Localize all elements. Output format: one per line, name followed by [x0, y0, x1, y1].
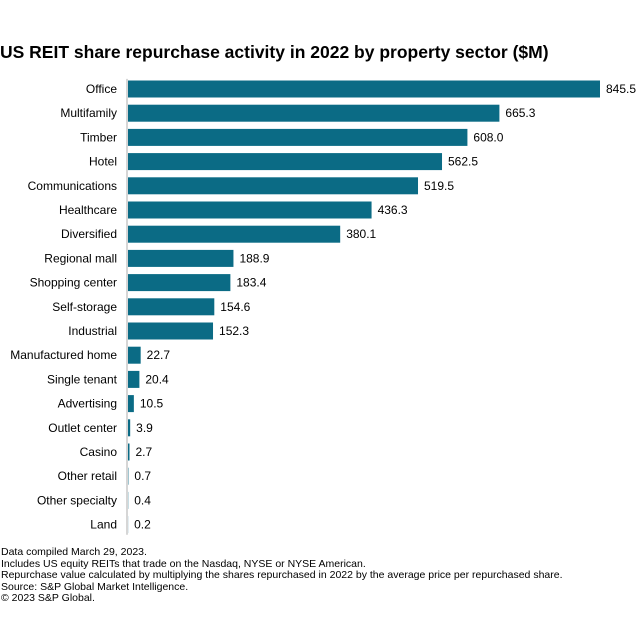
bar-regional-mall [128, 249, 234, 267]
value-label-office: 845.5 [606, 82, 636, 96]
category-label-communications: Communications [28, 179, 117, 193]
bar-manufactured-home [128, 346, 141, 364]
value-label-land: 0.2 [134, 518, 151, 532]
category-label-shopping-center: Shopping center [30, 276, 117, 290]
footnotes: Data compiled March 29, 2023. Includes U… [1, 546, 563, 605]
footnote-source: Source: S&P Global Market Intelligence. [1, 580, 189, 593]
value-label-diversified: 380.1 [346, 227, 376, 241]
value-label-outlet-center: 3.9 [136, 421, 153, 435]
category-label-healthcare: Healthcare [59, 203, 117, 217]
category-label-outlet-center: Outlet center [48, 421, 117, 435]
value-label-communications: 519.5 [424, 179, 454, 193]
bar-communications [128, 177, 419, 195]
footnote-scope: Includes US equity REITs that trade on t… [1, 557, 366, 570]
bar-outlet-center [128, 419, 131, 437]
value-label-hotel: 562.5 [448, 155, 478, 169]
category-label-single-tenant: Single tenant [47, 372, 118, 386]
value-label-manufactured-home: 22.7 [147, 348, 171, 362]
category-label-industrial: Industrial [68, 324, 117, 338]
bar-casino [128, 443, 130, 461]
category-label-hotel: Hotel [89, 155, 117, 169]
category-label-advertising: Advertising [58, 397, 117, 411]
category-label-self-storage: Self-storage [52, 300, 117, 314]
footnote-date: Data compiled March 29, 2023. [1, 546, 147, 558]
footnote-copyright: © 2023 S&P Global. [1, 592, 95, 605]
value-label-industrial: 152.3 [219, 324, 249, 338]
value-label-other-retail: 0.7 [134, 469, 151, 483]
category-label-multifamily: Multifamily [60, 106, 117, 120]
value-label-self-storage: 154.6 [220, 300, 250, 314]
bar-diversified [128, 225, 341, 243]
value-label-healthcare: 436.3 [378, 203, 408, 217]
bar-healthcare [128, 201, 372, 219]
bar-shopping-center [128, 274, 231, 292]
bar-industrial [128, 322, 214, 340]
category-label-office: Office [86, 82, 117, 96]
value-label-single-tenant: 20.4 [145, 372, 169, 386]
value-label-advertising: 10.5 [140, 397, 164, 411]
value-label-shopping-center: 183.4 [236, 276, 266, 290]
category-label-other-specialty: Other specialty [37, 493, 117, 507]
bar-self-storage [128, 298, 215, 316]
bar-timber [128, 128, 468, 146]
category-label-timber: Timber [80, 130, 117, 144]
footnote-method: Repurchase value calculated by multiplyi… [1, 569, 563, 582]
value-label-regional-mall: 188.9 [239, 251, 269, 265]
value-label-multifamily: 665.3 [505, 106, 535, 120]
category-label-regional-mall: Regional mall [44, 251, 117, 265]
value-label-timber: 608.0 [473, 130, 503, 144]
chart-title: US REIT share repurchase activity in 202… [0, 42, 549, 62]
category-label-manufactured-home: Manufactured home [10, 348, 117, 362]
category-label-diversified: Diversified [61, 227, 117, 241]
category-label-land: Land [90, 518, 117, 532]
bar-multifamily [128, 104, 500, 122]
category-label-casino: Casino [80, 445, 118, 459]
bar-advertising [128, 395, 134, 413]
value-label-other-specialty: 0.4 [134, 493, 151, 507]
category-label-other-retail: Other retail [58, 469, 117, 483]
bar-chart: Office 845.5 Multifamily 665.3 Timber 608.0 Ho… [10, 78, 636, 535]
bar-single-tenant [128, 370, 140, 388]
bar-office [128, 80, 600, 98]
bar-hotel [128, 153, 443, 171]
value-label-casino: 2.7 [136, 445, 153, 459]
